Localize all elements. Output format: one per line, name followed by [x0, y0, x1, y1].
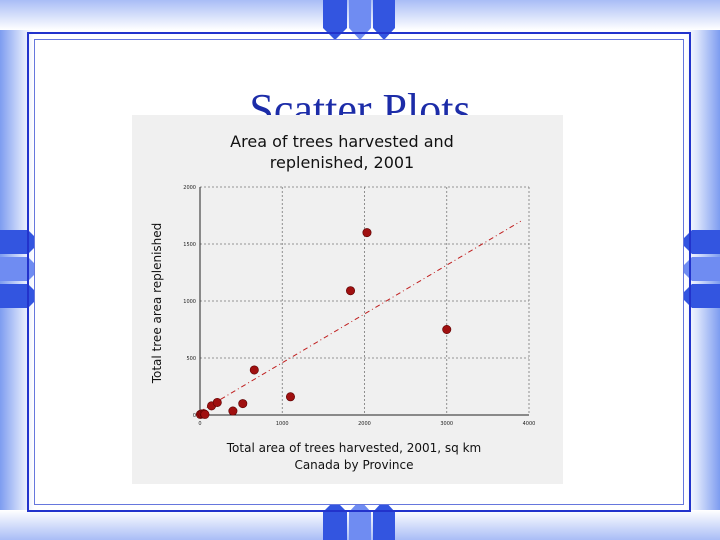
scatter-chart: Area of trees harvested and replenished,…	[150, 132, 535, 472]
x-axis-sublabel: Canada by Province	[294, 458, 413, 472]
data-point	[228, 406, 238, 416]
data-point	[346, 286, 356, 296]
x-tick-label: 0	[198, 421, 201, 427]
data-point	[249, 365, 259, 375]
axes: 0 500 1000 1500 2000 0 1000 2000 3000 4000	[183, 185, 535, 427]
data-point	[212, 397, 222, 407]
data-point	[285, 392, 295, 402]
grid	[200, 186, 530, 415]
chart-title-line-2: replenished, 2001	[270, 153, 414, 172]
x-tick-label: 3000	[440, 421, 453, 427]
y-tick-label: 1500	[183, 242, 196, 248]
data-point	[442, 325, 452, 335]
data-point	[200, 409, 210, 419]
x-tick-label: 1000	[276, 421, 289, 427]
data-points	[195, 228, 452, 419]
y-tick-label: 500	[186, 356, 196, 362]
x-tick-label: 4000	[523, 421, 536, 427]
chart-image: Area of trees harvested and replenished,…	[132, 115, 563, 484]
trend-line-group	[199, 220, 522, 413]
slide-frame-outer	[27, 32, 691, 512]
chart-title-line-1: Area of trees harvested and	[230, 132, 454, 151]
left-tabs	[0, 230, 40, 308]
y-tick-label: 1000	[183, 299, 196, 305]
top-tabs	[323, 0, 395, 40]
y-axis-label: Total tree area replenished	[150, 223, 164, 385]
x-axis-label: Total area of trees harvested, 2001, sq …	[226, 441, 481, 455]
x-tick-label: 2000	[358, 421, 371, 427]
y-tick-label: 0	[193, 413, 196, 419]
data-point	[362, 228, 372, 238]
y-tick-label: 2000	[183, 185, 196, 191]
trend-line	[199, 220, 522, 413]
data-point	[238, 399, 248, 409]
